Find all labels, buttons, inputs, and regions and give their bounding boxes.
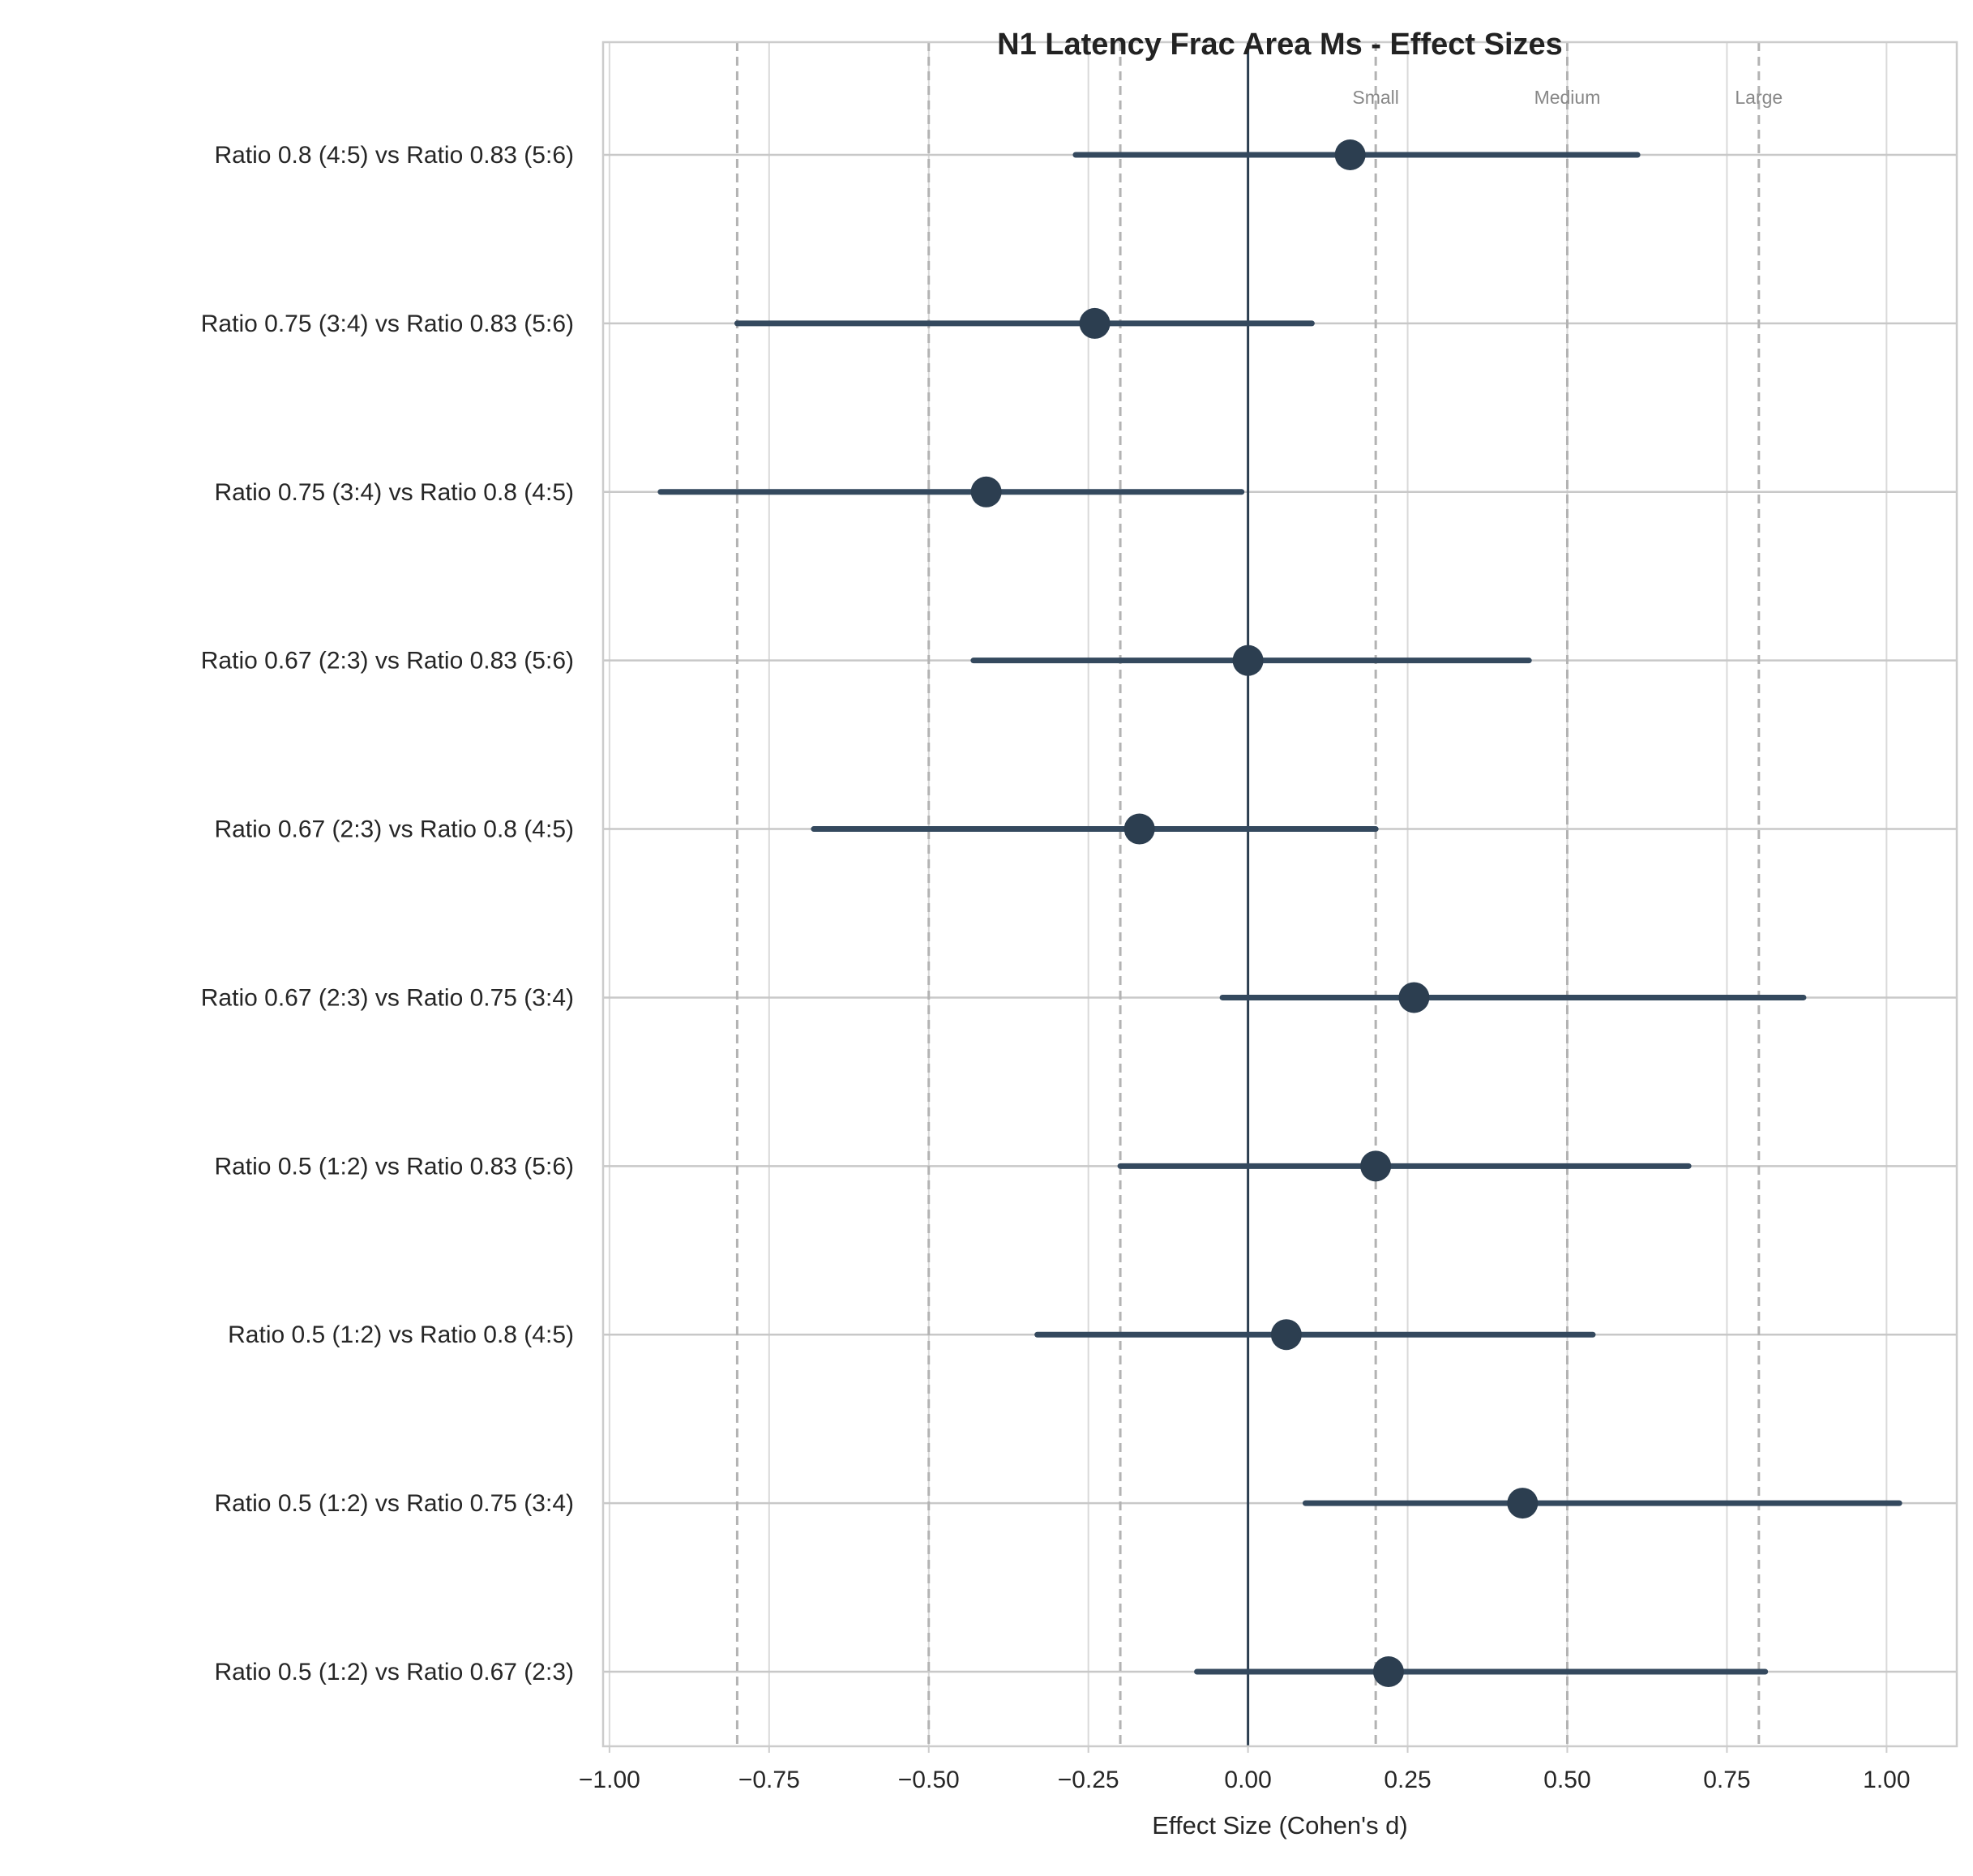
x-tick-label: 0.75	[1703, 1767, 1750, 1793]
effect-size-point	[1398, 982, 1430, 1013]
text-layer: Small Medium Large Ratio 0.8 (4:5) vs Ratio…	[201, 28, 1911, 1840]
effect-size-point	[1232, 645, 1264, 676]
x-tick-label: −0.75	[738, 1767, 800, 1793]
plot-frame	[601, 41, 1958, 1753]
series-layer	[657, 139, 1902, 1687]
effect-size-point	[1079, 307, 1111, 339]
x-tick-label: 0.50	[1543, 1767, 1590, 1793]
grid-layer	[603, 42, 1957, 1746]
y-tick-label: Ratio 0.67 (2:3) vs Ratio 0.75 (3:4)	[201, 984, 574, 1011]
x-tick-label: 1.00	[1863, 1767, 1910, 1793]
y-tick-label: Ratio 0.67 (2:3) vs Ratio 0.8 (4:5)	[214, 816, 574, 843]
effect-size-point	[970, 476, 1002, 508]
effect-size-point	[1372, 1656, 1404, 1687]
x-tick-label: −1.00	[579, 1767, 640, 1793]
effect-threshold-label: Medium	[1534, 87, 1601, 108]
effect-size-point	[1334, 139, 1366, 170]
y-tick-label: Ratio 0.75 (3:4) vs Ratio 0.8 (4:5)	[214, 479, 574, 506]
y-tick-label: Ratio 0.5 (1:2) vs Ratio 0.83 (5:6)	[214, 1153, 574, 1180]
y-tick-label: Ratio 0.75 (3:4) vs Ratio 0.83 (5:6)	[201, 311, 574, 337]
effect-size-point	[1270, 1319, 1302, 1351]
axes-frame	[601, 41, 1958, 1748]
x-tick-label: −0.50	[898, 1767, 960, 1793]
x-axis-label: Effect Size (Cohen's d)	[1152, 1811, 1408, 1840]
y-tick-label: Ratio 0.5 (1:2) vs Ratio 0.75 (3:4)	[214, 1490, 574, 1517]
chart-title: N1 Latency Frac Area Ms - Effect Sizes	[997, 28, 1563, 62]
y-tick-label: Ratio 0.8 (4:5) vs Ratio 0.83 (5:6)	[214, 142, 574, 169]
y-tick-label: Ratio 0.67 (2:3) vs Ratio 0.83 (5:6)	[201, 648, 574, 675]
x-tick-label: 0.00	[1224, 1767, 1271, 1793]
x-tick-label: 0.25	[1384, 1767, 1431, 1793]
effect-size-point	[1360, 1150, 1392, 1182]
effect-threshold-label: Small	[1352, 87, 1399, 108]
effect-threshold-label: Large	[1735, 87, 1783, 108]
effect-size-point	[1507, 1488, 1539, 1519]
effect-size-point	[1123, 813, 1155, 845]
y-tick-label: Ratio 0.5 (1:2) vs Ratio 0.67 (2:3)	[214, 1659, 574, 1685]
y-tick-label: Ratio 0.5 (1:2) vs Ratio 0.8 (4:5)	[228, 1321, 574, 1348]
x-tick-label: −0.25	[1058, 1767, 1119, 1793]
